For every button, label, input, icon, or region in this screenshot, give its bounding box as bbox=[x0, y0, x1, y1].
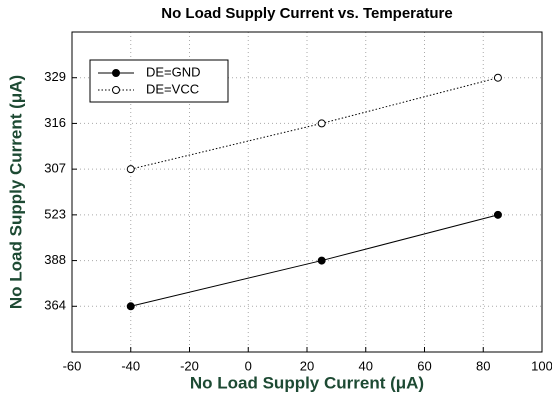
plot-frame bbox=[71, 31, 543, 353]
x-tick-label: 0 bbox=[245, 358, 252, 373]
x-tick-label: 40 bbox=[359, 358, 373, 373]
y-tick-label: 316 bbox=[44, 115, 66, 130]
legend-label: DE=VCC bbox=[146, 81, 199, 96]
data-point bbox=[126, 165, 135, 174]
data-point bbox=[317, 119, 326, 128]
data-point bbox=[493, 210, 502, 219]
data-point bbox=[126, 302, 135, 311]
y-tick-label: 523 bbox=[44, 206, 66, 221]
x-tick-label: 20 bbox=[300, 358, 314, 373]
chart-title: No Load Supply Current vs. Temperature bbox=[161, 5, 452, 22]
legend-marker bbox=[112, 86, 120, 94]
y-tick-label: 329 bbox=[44, 69, 66, 84]
y-axis-label: No Load Supply Current (μA) bbox=[6, 75, 25, 309]
x-tick-label: -60 bbox=[63, 358, 82, 373]
y-tick-label: 388 bbox=[44, 252, 66, 267]
legend-label: DE=GND bbox=[146, 64, 201, 79]
y-tick-label: 364 bbox=[44, 298, 66, 313]
x-tick-label: -20 bbox=[180, 358, 199, 373]
x-tick-label: 60 bbox=[417, 358, 431, 373]
legend-marker bbox=[112, 69, 120, 77]
x-tick-label: 80 bbox=[476, 358, 490, 373]
x-tick-label: 100 bbox=[531, 358, 552, 373]
x-axis-label: No Load Supply Current (μA) bbox=[190, 373, 424, 392]
x-tick-label: -40 bbox=[121, 358, 140, 373]
data-point bbox=[317, 256, 326, 265]
y-tick-label: 307 bbox=[44, 161, 66, 176]
data-point bbox=[493, 73, 502, 82]
legend-box bbox=[89, 59, 229, 103]
series-line bbox=[130, 214, 499, 307]
